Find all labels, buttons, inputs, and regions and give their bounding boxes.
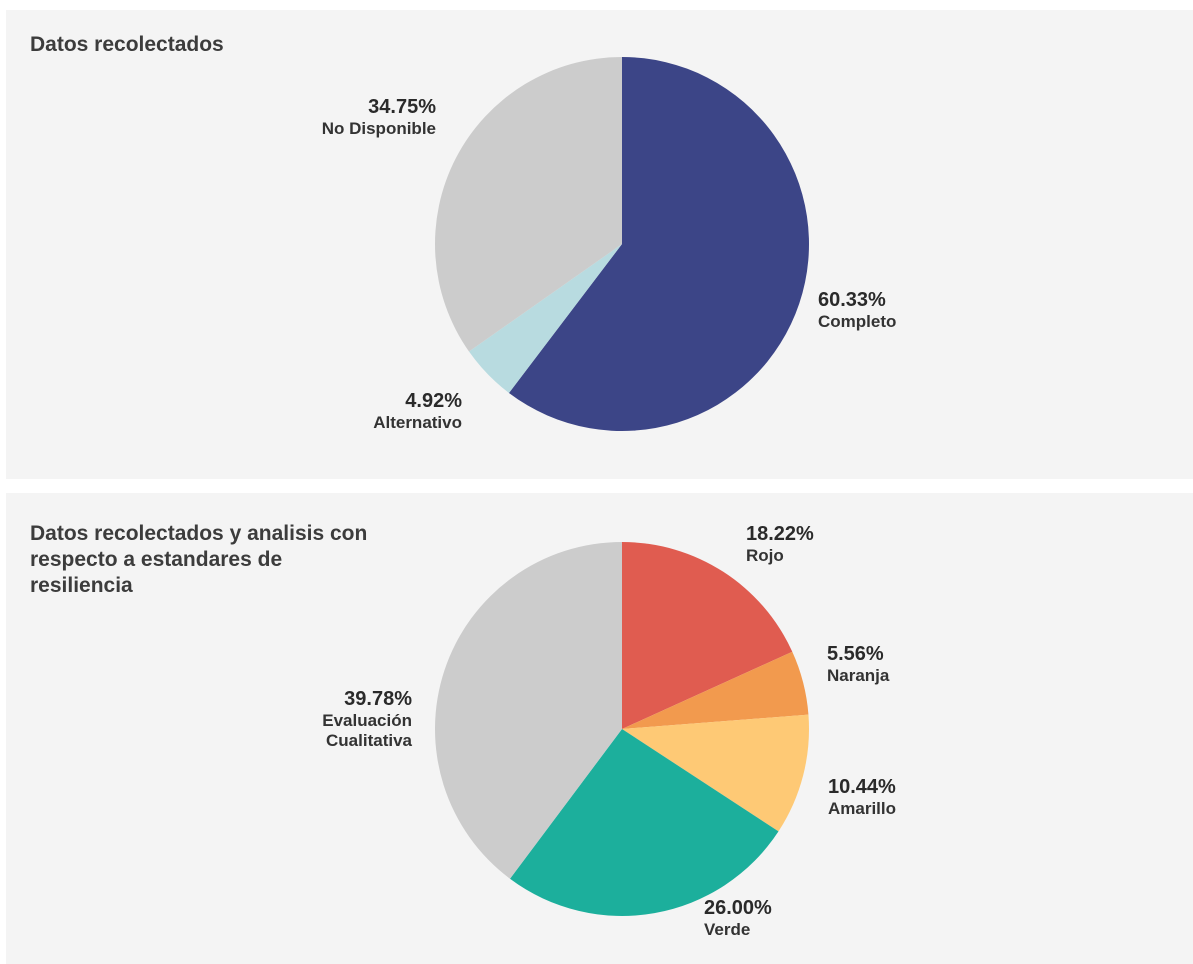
pie-slice-completo: [508, 57, 810, 431]
slice-label-no-disponible: 34.75% No Disponible: [321, 96, 436, 138]
pie-slice-alternativo: [469, 244, 622, 393]
chart-panel-estandares-resiliencia: Datos recolectados y analisis con respec…: [6, 493, 1193, 964]
pie-chart: [435, 56, 810, 431]
pie-slice-naranja: [622, 651, 809, 729]
chart-title: Datos recolectados: [30, 33, 224, 56]
chart-title: Datos recolectados y analisis con respec…: [30, 522, 368, 597]
chart-panel-datos-recolectados: Datos recolectados 34.75% No Disponible …: [6, 10, 1193, 479]
slice-label-naranja: 5.56% Naranja: [827, 643, 890, 685]
pie-slice-amarillo: [622, 714, 809, 832]
slice-label-rojo: 18.22% Rojo: [746, 523, 814, 565]
pie-slice-evaluaci-n-cualitativa: [434, 542, 622, 879]
slice-label-amarillo: 10.44% Amarillo: [828, 776, 897, 818]
slice-label-evaluacion-cualitativa: 39.78% Evaluación Cualitativa: [322, 688, 412, 750]
pie-slice-rojo: [622, 542, 793, 729]
pie-chart: [434, 542, 809, 916]
pie-slice-verde: [510, 729, 779, 916]
slice-label-alternativo: 4.92% Alternativo: [373, 390, 462, 432]
slice-label-verde: 26.00% Verde: [704, 897, 772, 939]
pie-slice-no-disponible: [435, 56, 622, 352]
slice-label-completo: 60.33% Completo: [818, 289, 897, 331]
